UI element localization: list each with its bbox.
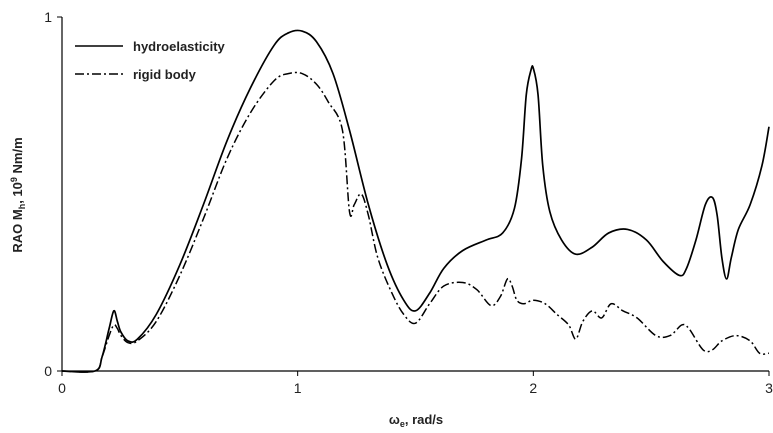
x-tick-label: 2 — [529, 380, 537, 396]
plot-lines — [61, 29, 770, 373]
y-axis-title-suffix: Nm/m — [10, 137, 25, 177]
y-tick-label: 1 — [44, 9, 52, 25]
y-axis-title-sub: h — [17, 204, 27, 210]
x-axis-title-main: ω — [389, 412, 400, 427]
x-tick-label: 0 — [58, 380, 66, 396]
y-axis-title-mid: , 10 — [10, 182, 25, 204]
legend: hydroelasticity rigid body — [75, 39, 226, 82]
series-line-rigid-body — [61, 71, 770, 373]
x-axis-title: ωe, rad/s — [389, 412, 443, 429]
series-line-hydroelasticity — [61, 29, 770, 373]
axes — [61, 17, 769, 372]
x-axis-title-rest: , rad/s — [405, 412, 443, 427]
x-axis-title-sub: e — [400, 419, 405, 429]
legend-label-rigid-body: rigid body — [133, 67, 197, 82]
x-tick-label: 1 — [294, 380, 302, 396]
x-tick-label: 3 — [765, 380, 773, 396]
y-tick-label: 0 — [44, 363, 52, 379]
legend-label-hydroelasticity: hydroelasticity — [133, 39, 226, 54]
y-axis-title-prefix: RAO M — [10, 209, 25, 252]
y-axis-title: RAO Mh, 109 Nm/m — [9, 137, 27, 252]
y-axis-title-sup: 9 — [9, 177, 19, 182]
